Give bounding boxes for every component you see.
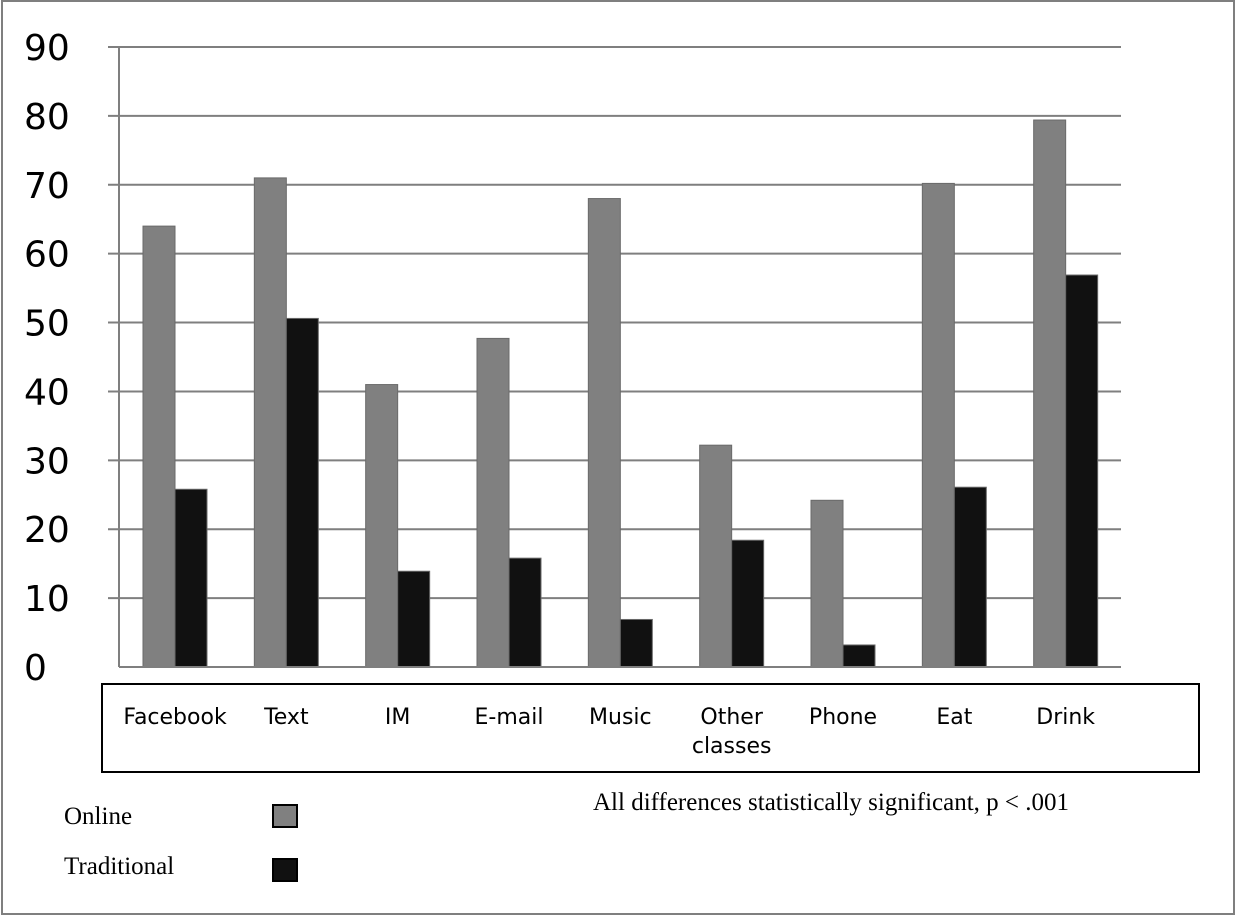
x-tick-label: Text <box>263 705 309 730</box>
bar-online <box>142 225 176 668</box>
bar-traditional <box>1065 274 1099 668</box>
y-tick-label: 40 <box>24 372 70 413</box>
x-tick-label: E-mail <box>475 705 544 730</box>
bar-traditional <box>397 570 431 668</box>
y-tick-label: 50 <box>24 304 70 345</box>
x-tick-label: Eat <box>936 705 972 730</box>
bar-traditional <box>842 644 876 668</box>
y-tick-label: 0 <box>24 648 47 689</box>
bar-traditional <box>731 539 765 668</box>
y-tick-label: 90 <box>24 28 70 69</box>
y-tick-label: 10 <box>24 579 70 620</box>
legend-swatch-traditional <box>272 858 298 882</box>
x-tick-label: classes <box>692 734 772 759</box>
x-tick-label: Facebook <box>123 705 227 730</box>
bar-online <box>699 444 733 668</box>
bar-online <box>253 177 287 668</box>
significance-note: All differences statistically significan… <box>593 789 1069 816</box>
bar-online <box>365 384 399 668</box>
bar-online <box>810 499 844 668</box>
x-tick-label: Other <box>700 705 763 730</box>
y-tick-label: 60 <box>24 235 70 276</box>
bars <box>142 119 1099 668</box>
x-tick-label: Music <box>589 705 652 730</box>
bar-traditional <box>174 488 208 668</box>
legend-label-online: Online <box>64 803 132 830</box>
bar-traditional <box>285 317 319 668</box>
bar-traditional <box>619 618 653 668</box>
x-axis-category-labels: Facebook Text IM E-mail Music Other classes Pho… <box>123 705 1095 759</box>
x-tick-label: Drink <box>1036 705 1095 730</box>
x-tick-label: Phone <box>809 705 877 730</box>
bar-traditional <box>953 486 987 668</box>
legend: Online Traditional <box>64 803 298 882</box>
bar-online <box>476 337 510 668</box>
y-tick-label: 70 <box>24 166 70 207</box>
legend-swatch-online <box>272 804 298 828</box>
bar-online <box>587 198 621 668</box>
x-tick-label: IM <box>385 705 410 730</box>
y-tick-label: 30 <box>24 441 70 482</box>
y-tick-label: 20 <box>24 510 70 551</box>
legend-label-traditional: Traditional <box>64 853 174 880</box>
category-label-box <box>101 683 1200 773</box>
y-tick-label: 80 <box>24 97 70 138</box>
bar-online <box>921 182 955 668</box>
bar-online <box>1033 119 1067 668</box>
bar-traditional <box>508 557 542 668</box>
y-axis-tick-labels: 0 10 20 30 40 50 60 70 80 90 <box>24 28 70 689</box>
